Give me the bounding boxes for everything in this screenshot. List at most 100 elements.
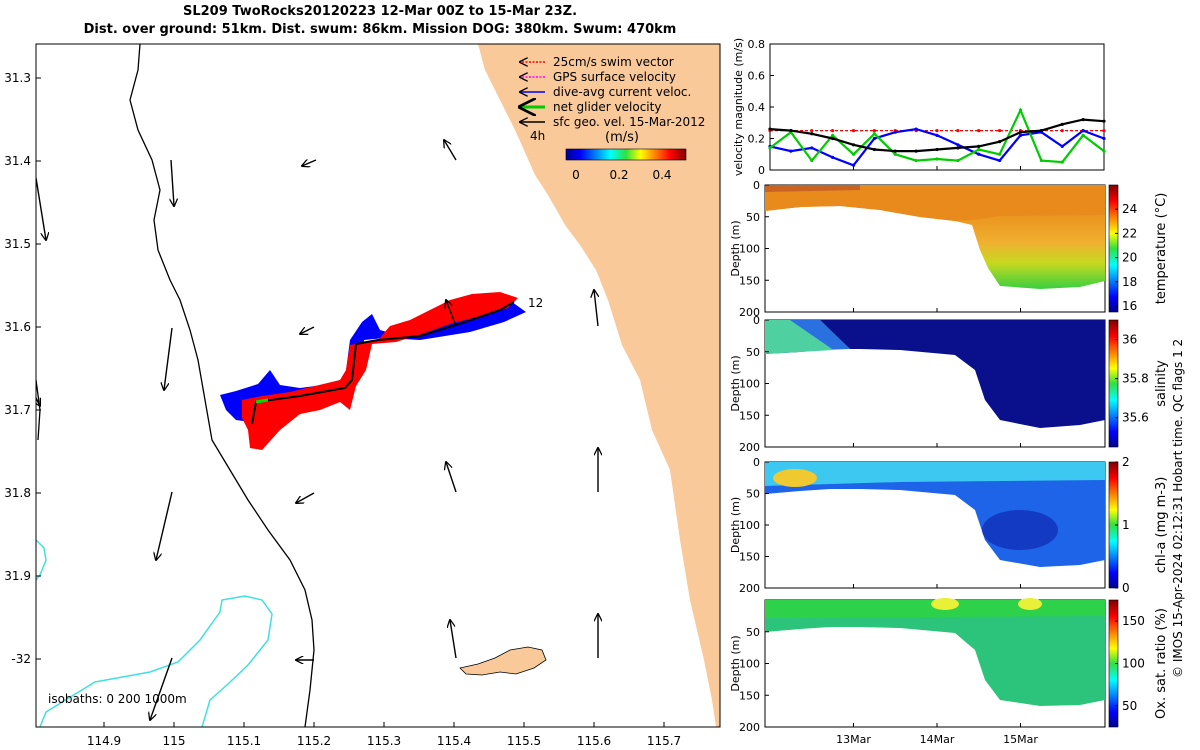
depth-tick-label: 100 (739, 243, 760, 256)
depth-tick-label: 50 (746, 346, 760, 359)
lon-tick-label: 115.2 (297, 734, 331, 748)
velocity-point (1081, 133, 1085, 137)
geo-arrow (171, 159, 174, 206)
lon-tick-label: 115.3 (367, 734, 401, 748)
velocity-point (935, 133, 939, 137)
velocity-point (872, 136, 876, 141)
geo-arrow (36, 398, 40, 406)
velocity-point (977, 144, 981, 148)
chl-low-patch (982, 510, 1058, 550)
depth-tick-label: 200 (739, 721, 760, 734)
velocity-point (956, 129, 960, 133)
geo-arrow (450, 620, 457, 659)
swim-track (220, 292, 526, 450)
isobaths-label: isobaths: 0 200 1000m (48, 692, 187, 706)
cbar-tick-label: 20 (1122, 251, 1137, 265)
glider-track-line (251, 301, 515, 425)
legend-label: 25cm/s swim vector (553, 55, 674, 69)
depth-axis-label: Depth (m) (729, 635, 742, 691)
geo-arrow (156, 491, 173, 560)
velocity-point (956, 146, 960, 150)
geo-arrow (300, 326, 315, 334)
cbar-tick-label: 150 (1122, 614, 1145, 628)
oxygen-field (765, 600, 1105, 706)
lon-tick-label: 115.6 (577, 734, 611, 748)
depth-tick-label: 0 (753, 456, 760, 469)
cbar-tick-label: 16 (1122, 299, 1137, 313)
cbar-tick-label: 36 (1122, 333, 1137, 347)
velocity-point (768, 127, 772, 131)
oxygen-high-patch (931, 598, 959, 610)
velocity-point (914, 127, 918, 131)
plot-title-line2: Dist. over ground: 51km. Dist. swum: 86k… (83, 22, 677, 37)
plot-title-line1: SL209 TwoRocks20120223 12-Mar 00Z to 15-… (182, 4, 578, 19)
velocity-point (851, 163, 856, 167)
depth-tick-label: 200 (739, 582, 760, 595)
lat-tick-label: 31.8 (4, 486, 31, 500)
oxygen-high-patch (1018, 598, 1042, 610)
cbar-tick-label: 22 (1122, 226, 1137, 240)
velocity-point (1060, 129, 1064, 133)
chl-high-patch (773, 469, 817, 487)
scale-arrow-label: 4h (530, 129, 545, 143)
rottnest-island (459, 646, 547, 676)
legend-label: net glider velocity (553, 100, 661, 114)
velocity-point (1039, 158, 1043, 163)
isobath-200m (129, 44, 315, 727)
lat-tick-label: 31.3 (4, 71, 31, 85)
depth-axis-label: Depth (m) (729, 220, 742, 276)
depth-axis-label: Depth (m) (729, 355, 742, 411)
lat-tick-label: -32 (11, 652, 31, 666)
cbar-label: Ox. sat. ratio (%) (1154, 608, 1169, 719)
cbar-tick-label: 35.8 (1122, 372, 1149, 386)
cbar-tick-label: 18 (1122, 275, 1137, 289)
depth-tick-label: 150 (739, 551, 760, 564)
lon-tick-label: 115.1 (227, 734, 261, 748)
velocity-point (789, 129, 793, 133)
lon-tick-label: 115.7 (647, 734, 681, 748)
map-lat-axis: 31.3 31.4 31.5 31.6 31.7 31.8 31.9 -32 (4, 71, 41, 666)
map-frame (35, 43, 721, 728)
cbar-tick-label: 1 (1122, 518, 1130, 532)
depth-tick-label: 200 (739, 441, 760, 454)
velocity-point (851, 143, 856, 147)
legend-label: dive-avg current veloc. (553, 85, 691, 99)
velocity-point (831, 133, 835, 137)
colorbar-unit: (m/s) (605, 130, 639, 145)
velocity-point (851, 152, 856, 156)
section-colorbar (1108, 319, 1119, 448)
chl-surface-layer (765, 462, 1105, 486)
velocity-point (831, 129, 835, 133)
qc-footer-note: © IMOS 15-Apr-2024 02:12:31 Hobart time.… (1171, 339, 1185, 678)
velocity-point (768, 146, 772, 150)
cbar-tick-label: 50 (1122, 699, 1137, 713)
velocity-point (831, 136, 835, 141)
velocity-point (872, 147, 876, 152)
velocity-point (998, 158, 1002, 163)
velocity-point (1039, 129, 1043, 133)
depth-tick-label: 100 (739, 658, 760, 671)
depth-tick-label: 50 (746, 626, 760, 639)
velocity-point (1081, 129, 1085, 133)
lat-tick-label: 31.4 (4, 154, 31, 168)
velocity-point (831, 155, 835, 159)
lat-tick-label: 31.5 (4, 237, 31, 251)
cbar-tick-label: 100 (1122, 657, 1145, 671)
velocity-point (935, 129, 939, 133)
oxygen-section (764, 598, 1106, 728)
cbar-label: chl-a (mg m-3) (1154, 477, 1169, 574)
cbar-tick-label: 2 (1122, 455, 1130, 469)
velocity-point (872, 132, 876, 136)
velocity-point (1102, 136, 1106, 141)
temperature-section (764, 184, 1106, 313)
time-tick-label: 13Mar (836, 733, 871, 746)
geo-arrow (446, 462, 457, 493)
net-glider-velocity-mark (255, 398, 269, 404)
map-panel: 114.9 115 115.1 115.2 115.3 115.4 115.5 115.6 11… (4, 43, 721, 748)
velocity-point (977, 147, 981, 152)
velocity-y-label: velocity magnitude (m/s) (732, 38, 745, 176)
lon-tick-label: 115.5 (507, 734, 541, 748)
velocity-point (914, 149, 918, 153)
geo-arrow (36, 177, 46, 240)
time-axis: 13Mar 14Mar 15Mar (836, 166, 1038, 746)
